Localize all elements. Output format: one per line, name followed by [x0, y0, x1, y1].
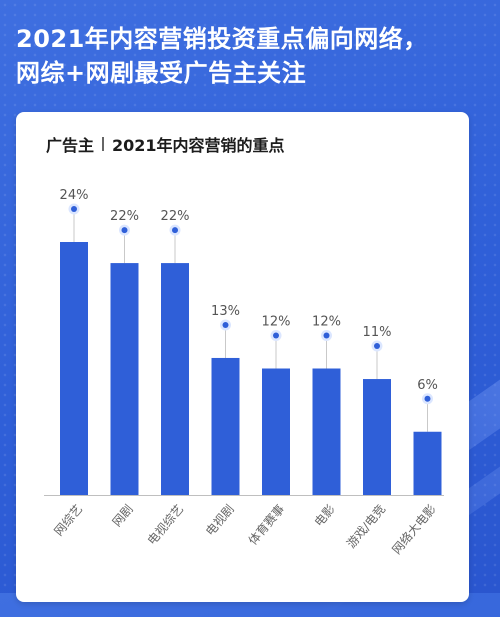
- chart-title-main: 2021年内容营销的重点: [112, 136, 285, 155]
- bar: [413, 431, 442, 495]
- value-label: 12%: [312, 315, 341, 330]
- category-label: 体育赛事: [245, 501, 287, 547]
- value-label: 12%: [262, 315, 291, 330]
- category-label: 网络大电影: [389, 501, 439, 557]
- bar: [60, 242, 88, 495]
- bar: [161, 263, 189, 495]
- value-label: 22%: [110, 209, 139, 224]
- value-dot: [374, 343, 380, 350]
- category-label: 网剧: [110, 502, 136, 529]
- value-dot: [71, 206, 77, 212]
- bar: [211, 357, 240, 495]
- category-label: 电视剧: [202, 501, 237, 538]
- value-dot: [222, 321, 229, 328]
- chart-title: 广告主 2021年内容营销的重点: [46, 132, 285, 156]
- category-label: 电视综艺: [144, 501, 186, 547]
- value-label: 13%: [211, 304, 240, 319]
- value-label: 22%: [161, 209, 190, 224]
- value-dot: [424, 395, 431, 402]
- title-separator: [102, 137, 105, 151]
- value-label: 11%: [363, 325, 392, 340]
- value-dot: [121, 227, 128, 234]
- headline-line-2: 网综+网剧最受广告主关注: [16, 59, 307, 87]
- chart-title-prefix: 广告主: [46, 136, 95, 155]
- value-dot: [172, 227, 178, 234]
- headline: 2021年内容营销投资重点偏向网络， 网综+网剧最受广告主关注: [16, 22, 496, 90]
- category-label: 游戏/电竞: [344, 502, 388, 551]
- bar: [312, 368, 341, 495]
- bar: [262, 368, 290, 495]
- value-dot: [273, 332, 279, 339]
- headline-line-1: 2021年内容营销投资重点偏向网络，: [16, 25, 428, 53]
- category-label: 电影: [312, 502, 338, 529]
- value-label: 24%: [60, 188, 89, 203]
- bar: [110, 263, 139, 495]
- bar: [363, 379, 391, 495]
- chart-card: 广告主 2021年内容营销的重点 24% 网综艺 22% 网剧 22% 电视综艺 13% 电视…: [16, 112, 469, 602]
- value-label: 6%: [417, 378, 438, 393]
- bar-chart: 24% 网综艺 22% 网剧 22% 电视综艺 13% 电视剧 12% 体育赛事 12% 电影 11% 游…: [44, 188, 444, 557]
- category-label: 网综艺: [51, 502, 85, 539]
- value-dot: [323, 332, 330, 339]
